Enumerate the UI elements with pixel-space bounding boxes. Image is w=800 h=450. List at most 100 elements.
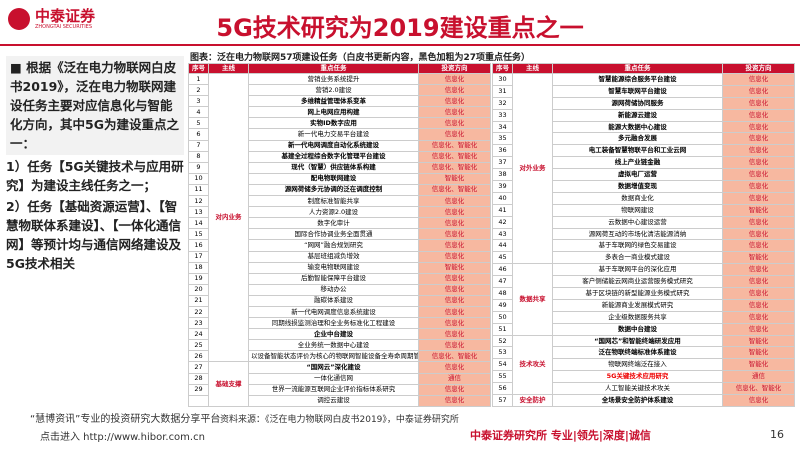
row: 3 多维精益管理体系变革 信息化 [188, 95, 491, 108]
row: 36 电工装备智慧物联平台和工业云网 信息化 [492, 144, 795, 158]
task: 5G关键技术应用研究 [552, 370, 723, 384]
row: 51 数据中台建设 信息化 [492, 322, 795, 336]
task: 企业中台建设 [248, 328, 419, 341]
task: 基建全过程综合数字化管理平台建设 [248, 150, 419, 163]
divider [0, 44, 800, 46]
direction: 信息化 [722, 287, 795, 300]
table-right: 序号 主线 重点任务 投资方向 30 对外业务 智慧能源综合服务平台建设 信息化 31 智慧车联网… [492, 63, 795, 407]
header-cell: 重点任务 [552, 63, 723, 74]
row-number: 48 [492, 287, 513, 300]
direction: 信息化、智能化 [418, 139, 491, 152]
main-line: 基础支撑 [208, 361, 249, 407]
row: 12 制度标准智能共享 信息化 [188, 195, 491, 208]
direction: 信息化 [722, 168, 795, 182]
row-number: 9 [188, 161, 209, 174]
row-number: 38 [492, 168, 513, 182]
row-number: 8 [188, 150, 209, 163]
task: 源网荷储多元协调的泛在调度控制 [248, 183, 419, 197]
direction: 信息化 [722, 310, 795, 324]
direction: 信息化 [418, 106, 491, 119]
main-line: 数据共享 [512, 263, 553, 336]
task: 智慧能源综合服务平台建设 [552, 73, 723, 86]
direction: 通信 [418, 372, 491, 385]
row-number: 21 [188, 294, 209, 307]
row: 24 企业中台建设 信息化 [188, 328, 491, 341]
direction: 信息化 [418, 117, 491, 130]
row-number: 42 [492, 215, 513, 229]
row: 22 新一代电网调度信息系统建设 信息化 [188, 305, 491, 319]
link[interactable]: 点击进入 http://www.hibor.com.cn [40, 432, 205, 443]
direction: 信息化、智能化 [418, 350, 491, 363]
row-number: 11 [188, 183, 209, 197]
row: 43 源网荷互动的市场化清洁能源消纳 信息化 [492, 227, 795, 241]
row: 33 新能源云建设 信息化 [492, 108, 795, 122]
task: 源网荷互动的市场化清洁能源消纳 [552, 227, 723, 241]
direction: 智能化 [722, 346, 795, 360]
task: 电工装备智慧物联平台和工业云网 [552, 144, 723, 158]
task: 以设备智能状态评价为核心的物联网智能设备全寿命周期管理 [248, 350, 419, 363]
intro: ■ 根据《泛在电力物联网白皮书2019》，泛在电力物联网建设任务主要对应信息化与… [6, 56, 184, 155]
task: 调控云建设 [248, 394, 419, 408]
task: 基层班组减负增效 [248, 250, 419, 263]
brand: 中泰证券研究所 专业|领先|深度|诚信 [470, 429, 651, 442]
task: 数据商业化 [552, 191, 723, 205]
direction: 信息化 [722, 227, 795, 241]
row: 2 营销2.0建设 信息化 [188, 84, 491, 97]
row-number: 44 [492, 239, 513, 253]
direction: 信息化 [418, 361, 491, 374]
title: 5G技术研究为2019建设重点之一 [216, 14, 584, 42]
direction: 信息化 [722, 120, 795, 134]
row-number: 27 [188, 361, 209, 374]
task: 全场景安全防护体系建设 [552, 394, 723, 407]
row-number: 55 [492, 370, 513, 384]
logo-mark [8, 8, 30, 30]
task: 输变电物联网建设 [248, 261, 419, 274]
task: 源网荷储协同服务 [552, 96, 723, 110]
row-number: 34 [492, 120, 513, 134]
point: 2）任务【基础资源运营】、【智慧物联体系建设】、【一体化通信网】等预计均与通信网… [6, 199, 182, 271]
row: 31 智慧车联网平台建设 信息化 [492, 84, 795, 98]
direction: 信息化 [722, 84, 795, 98]
header-cell: 序号 [188, 63, 209, 74]
row: 29 世界一流能源互联网企业评价指标体系研究 信息化 [188, 383, 491, 396]
header-row: 序号 主线 重点任务 投资方向 [492, 63, 795, 74]
direction: 信息化 [722, 239, 795, 253]
main-line: 安全防护 [512, 394, 553, 407]
row-number: 50 [492, 310, 513, 324]
row-number: 40 [492, 191, 513, 205]
task: “国网芯”和智能终端研发应用 [552, 334, 723, 348]
direction: 信息化、智能化 [722, 382, 795, 396]
row: 1 对内业务 营销业务系统提升 信息化 [188, 72, 491, 363]
row: 47 客户侧储能云网商业运营服务模式研究 信息化 [492, 275, 795, 289]
row-number: 37 [492, 156, 513, 170]
direction: 智能化 [418, 261, 491, 274]
row-number: 45 [492, 251, 513, 265]
direction: 信息化 [418, 206, 491, 219]
header-cell: 投资方向 [418, 63, 491, 74]
row-number: 7 [188, 139, 209, 152]
direction: 信息化 [418, 317, 491, 330]
row-number: 3 [188, 95, 209, 108]
task: 基于区块链的新型能源业务模式研究 [552, 287, 723, 300]
direction: 信息化 [418, 239, 491, 252]
row-number: 20 [188, 283, 209, 296]
row: 34 能源大数据中心建设 信息化 [492, 120, 795, 134]
direction: 智能化 [722, 358, 795, 372]
header-row: 序号 主线 重点任务 投资方向 [188, 63, 491, 74]
header-cell: 重点任务 [248, 63, 419, 74]
row: 9 现代（智慧）供应链体系构建 信息化、智能化 [188, 161, 491, 174]
row-number: 26 [188, 350, 209, 363]
direction: 信息化 [722, 191, 795, 205]
direction: 信息化 [722, 144, 795, 158]
task: 移动办公 [248, 283, 419, 296]
task: “网网”融合规划研究 [248, 239, 419, 252]
task: 国际合作协调业务全面贯通 [248, 228, 419, 241]
task: 世界一流能源互联网企业评价指标体系研究 [248, 383, 419, 396]
row-number: 43 [492, 227, 513, 241]
task: 网上电网应用构建 [248, 106, 419, 119]
direction: 智能化 [722, 251, 795, 265]
row-number: 14 [188, 217, 209, 230]
logo: 中泰证券 ZHONGTAI SECURITIES [8, 8, 95, 30]
task: 泛在物联终端标准体系建设 [552, 346, 723, 360]
